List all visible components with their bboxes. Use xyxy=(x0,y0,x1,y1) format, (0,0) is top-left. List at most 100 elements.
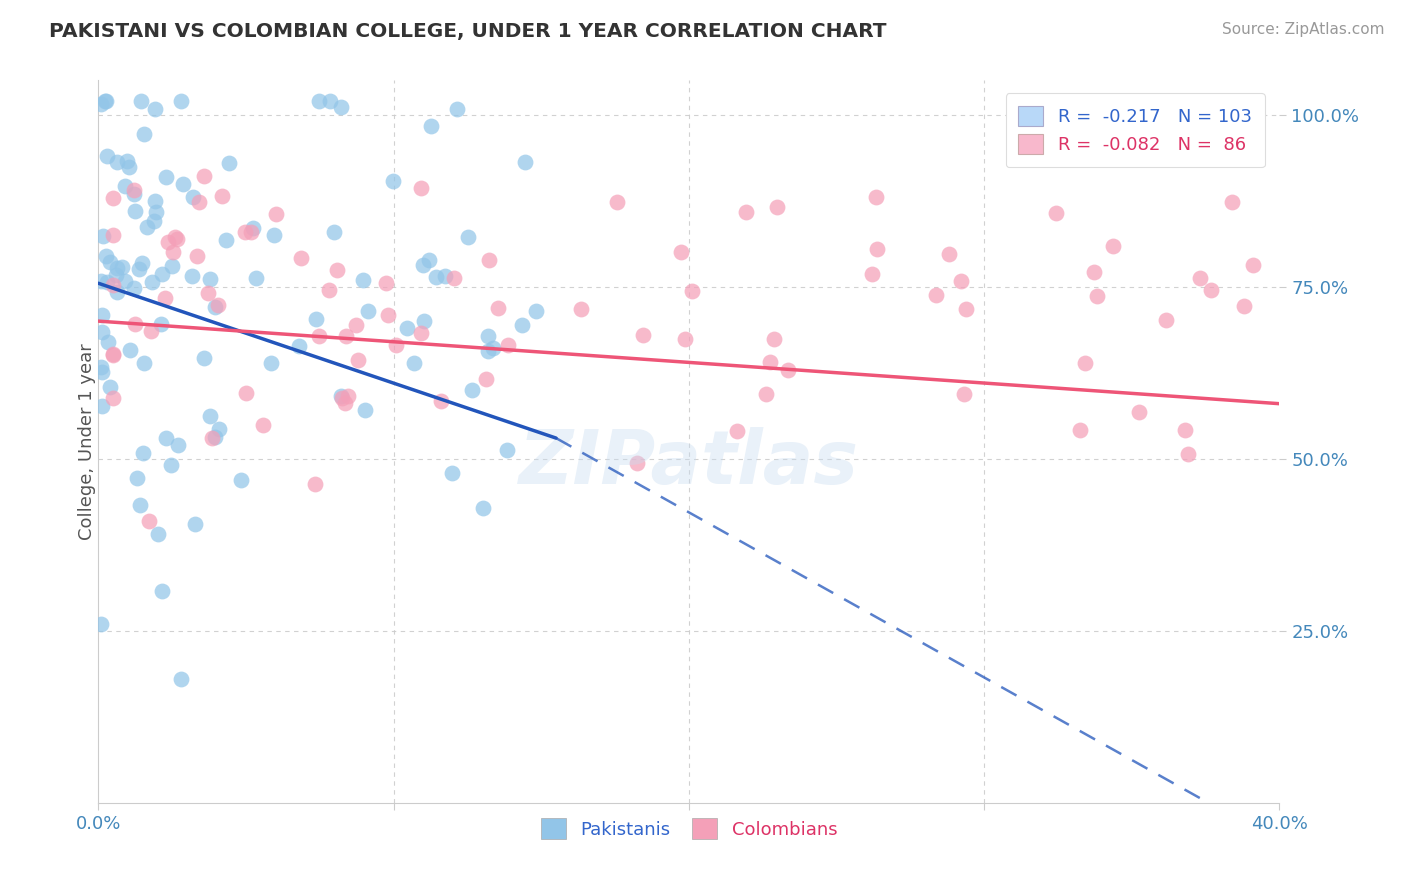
Point xyxy=(97,334,120,349)
Point xyxy=(103,277,125,292)
Point xyxy=(98,380,121,394)
Point xyxy=(412,313,434,327)
Point xyxy=(381,174,404,188)
Point xyxy=(193,169,215,183)
Point xyxy=(1128,405,1150,419)
Point xyxy=(290,252,312,266)
Point xyxy=(725,424,748,438)
Point xyxy=(138,514,160,528)
Point xyxy=(233,225,256,239)
Point xyxy=(631,328,654,343)
Point xyxy=(242,221,264,235)
Point xyxy=(1233,300,1256,314)
Point xyxy=(105,261,128,276)
Point xyxy=(103,347,125,361)
Point xyxy=(186,249,208,263)
Point xyxy=(955,301,977,316)
Point xyxy=(166,232,188,246)
Point xyxy=(860,267,883,281)
Point xyxy=(496,338,519,352)
Point xyxy=(129,498,152,512)
Point xyxy=(425,269,447,284)
Point xyxy=(441,466,464,480)
Point xyxy=(150,584,173,599)
Point xyxy=(153,291,176,305)
Point xyxy=(434,268,457,283)
Point xyxy=(122,182,145,196)
Point xyxy=(201,431,224,445)
Point xyxy=(475,372,498,386)
Point xyxy=(287,339,309,353)
Point xyxy=(418,253,440,268)
Point xyxy=(165,230,187,244)
Point xyxy=(235,386,257,401)
Point xyxy=(411,326,433,341)
Point xyxy=(259,356,281,370)
Point xyxy=(308,329,330,343)
Point xyxy=(430,394,453,409)
Point xyxy=(477,344,499,359)
Point xyxy=(124,204,146,219)
Text: ZIPatlas: ZIPatlas xyxy=(519,426,859,500)
Point xyxy=(952,387,974,401)
Point xyxy=(457,229,479,244)
Point xyxy=(155,431,177,445)
Point xyxy=(148,527,170,541)
Point xyxy=(188,194,211,209)
Point xyxy=(218,156,240,170)
Point xyxy=(208,422,231,436)
Point xyxy=(330,100,353,114)
Point xyxy=(167,438,190,452)
Point xyxy=(90,400,112,414)
Point xyxy=(170,94,193,108)
Point xyxy=(949,274,972,288)
Point xyxy=(231,473,253,487)
Point xyxy=(322,225,344,239)
Point xyxy=(94,94,117,108)
Point xyxy=(304,312,326,326)
Point xyxy=(375,276,398,290)
Point xyxy=(1199,283,1222,297)
Point xyxy=(118,160,141,174)
Point xyxy=(329,388,352,402)
Point xyxy=(145,205,167,219)
Point xyxy=(335,395,357,409)
Point xyxy=(134,356,156,370)
Point xyxy=(569,301,592,316)
Point xyxy=(98,255,121,269)
Point xyxy=(1154,313,1177,327)
Point xyxy=(91,325,114,339)
Point xyxy=(419,119,441,133)
Point xyxy=(866,243,889,257)
Y-axis label: College, Under 1 year: College, Under 1 year xyxy=(79,343,96,540)
Point xyxy=(377,308,399,322)
Point xyxy=(1083,265,1105,279)
Point xyxy=(1085,289,1108,303)
Point xyxy=(669,244,692,259)
Point xyxy=(132,446,155,460)
Point xyxy=(776,363,799,377)
Point xyxy=(330,392,353,406)
Point xyxy=(128,262,150,277)
Point xyxy=(1241,258,1264,272)
Point xyxy=(865,190,887,204)
Point xyxy=(132,128,155,142)
Point xyxy=(90,360,112,375)
Point xyxy=(335,329,357,343)
Point xyxy=(157,235,180,250)
Point xyxy=(488,301,510,315)
Point xyxy=(1101,239,1123,253)
Text: PAKISTANI VS COLOMBIAN COLLEGE, UNDER 1 YEAR CORRELATION CHART: PAKISTANI VS COLOMBIAN COLLEGE, UNDER 1 … xyxy=(49,22,887,41)
Point xyxy=(443,270,465,285)
Point xyxy=(90,617,112,632)
Point xyxy=(353,273,375,287)
Point xyxy=(513,154,536,169)
Point xyxy=(141,276,163,290)
Point xyxy=(204,430,226,444)
Point xyxy=(755,387,778,401)
Point xyxy=(105,285,128,299)
Point xyxy=(122,281,145,295)
Point xyxy=(131,256,153,270)
Point xyxy=(139,324,162,338)
Point xyxy=(512,318,534,333)
